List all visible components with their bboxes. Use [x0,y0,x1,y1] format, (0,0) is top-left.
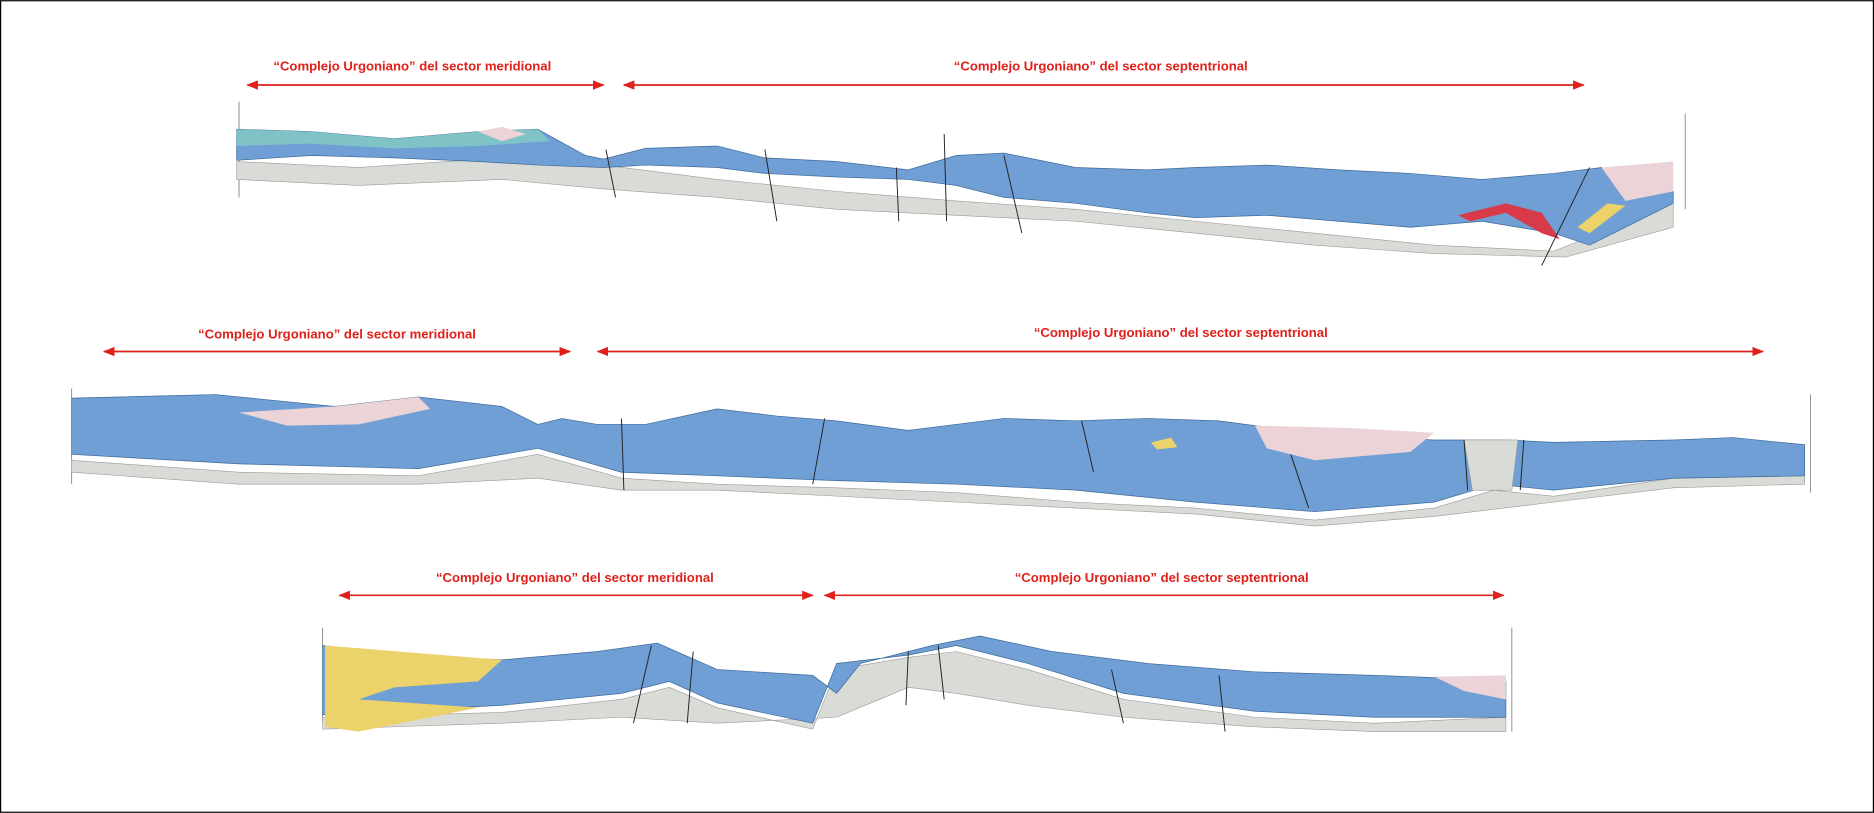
cross-sections-figure: “Complejo Urgoniano” del sector meridion… [0,0,1874,813]
page: “Complejo Urgoniano” del sector meridion… [0,0,1874,813]
section-label: “Complejo Urgoniano” del sector septentr… [954,59,1248,74]
section-label: “Complejo Urgoniano” del sector septentr… [1015,570,1309,585]
section-label: “Complejo Urgoniano” del sector meridion… [436,570,714,585]
section-label: “Complejo Urgoniano” del sector septentr… [1034,325,1328,340]
section-label: “Complejo Urgoniano” del sector meridion… [273,59,551,74]
section-label: “Complejo Urgoniano” del sector meridion… [198,326,476,341]
strata-lower [1464,440,1518,490]
